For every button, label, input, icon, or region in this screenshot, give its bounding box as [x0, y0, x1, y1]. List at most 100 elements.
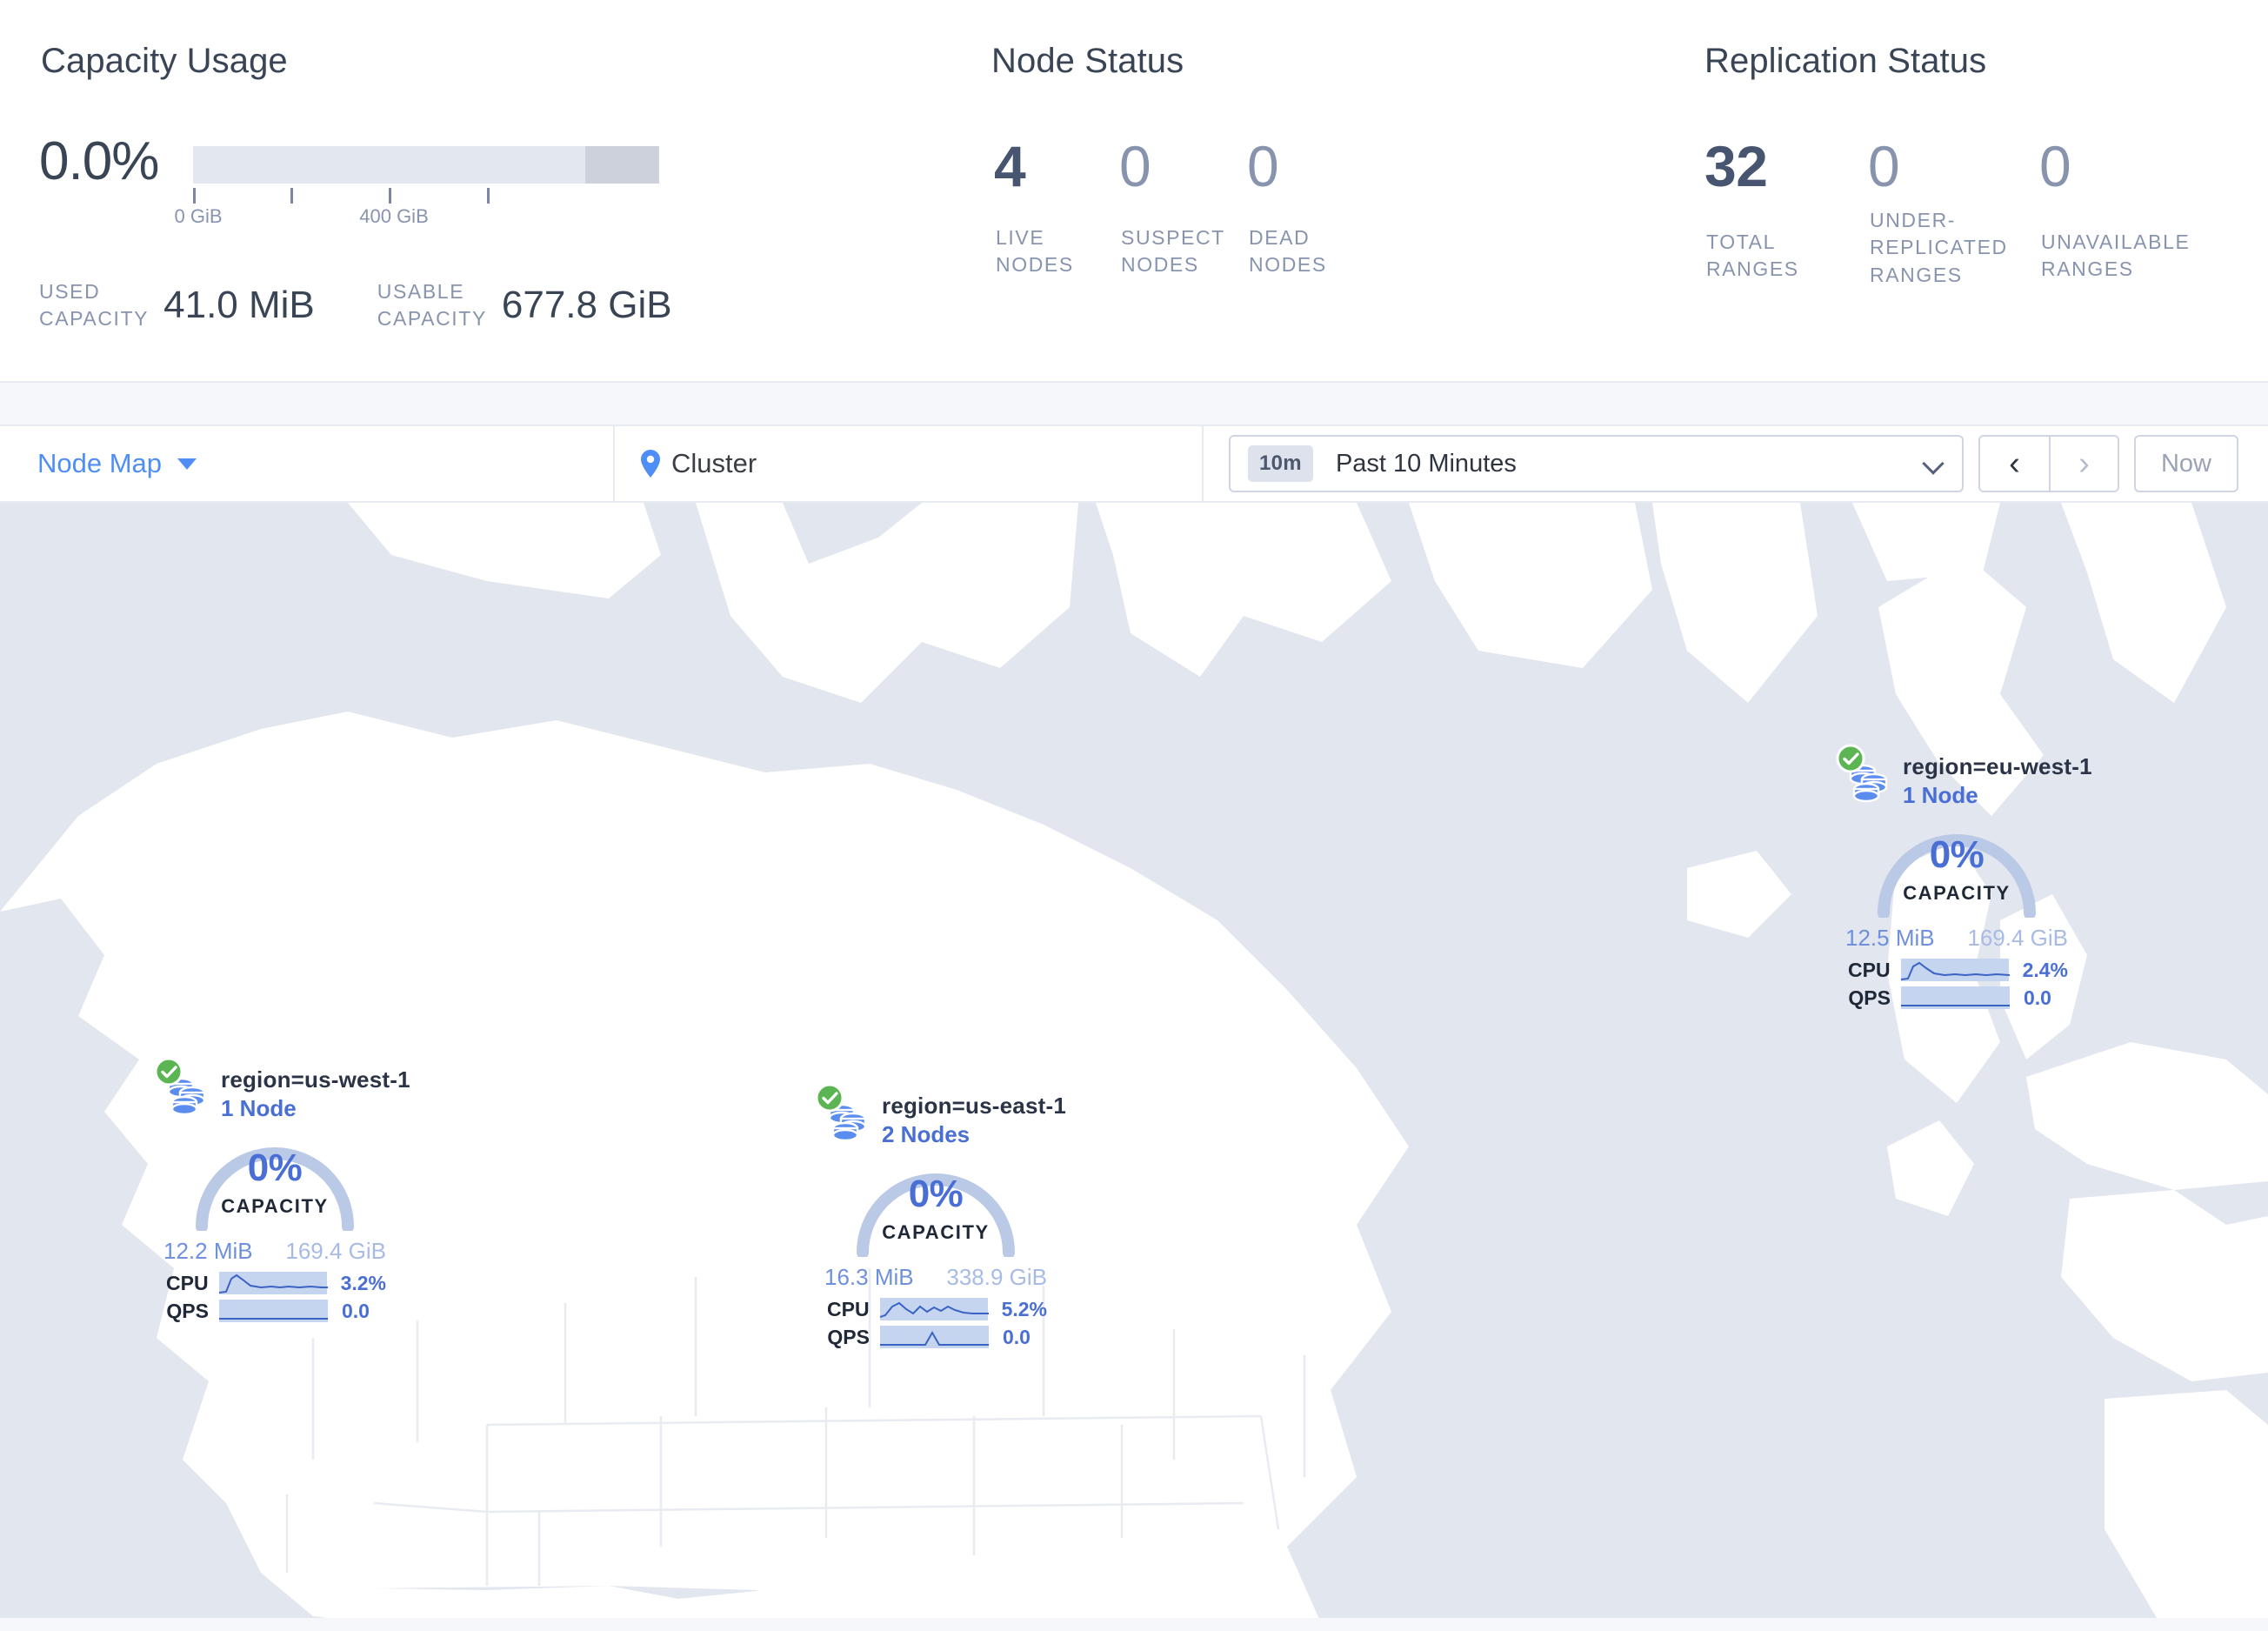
capacity-bar-overflow [585, 146, 659, 184]
time-prev-button[interactable]: ‹ [1980, 437, 2049, 491]
qps-sparkline [880, 1326, 989, 1348]
usage-row: 12.5 MiB 169.4 GiB [1845, 925, 2068, 956]
suspect-nodes-metric: 0 SUSPECT NODES [1119, 137, 1247, 276]
live-nodes-value: 4 [994, 134, 1026, 198]
usage-used-value: 12.2 MiB [163, 1238, 253, 1264]
cpu-label: CPU [1848, 958, 1891, 981]
page-footer-strip [0, 1618, 2268, 1631]
qps-sparkline-row: QPS 0.0 [824, 1323, 1047, 1351]
usable-capacity-stat: USABLE CAPACITY 677.8 GiB [377, 278, 672, 333]
qps-value: 0.0 [342, 1299, 370, 1322]
gauge-capacity-label: CAPACITY [221, 1195, 329, 1217]
world-map-graphic [0, 503, 2268, 1618]
gauge-percent: 0% [908, 1173, 964, 1215]
unavailable-ranges-value: 0 [2039, 134, 2071, 198]
capacity-usage-card: Capacity Usage 0.0% 0 GiB 400 GiB USED C… [0, 0, 957, 381]
qps-value: 0.0 [2024, 986, 2051, 1009]
locality-name: region=us-east-1 [882, 1093, 1066, 1119]
time-range-badge: 10m [1248, 445, 1313, 482]
status-ok-check-icon [154, 1057, 183, 1086]
under-replicated-ranges-label: UNDER- REPLICATED RANGES [1870, 209, 2008, 286]
node-status-title: Node Status [991, 42, 1184, 80]
qps-sparkline-row: QPS 0.0 [1845, 984, 2068, 1012]
gauge-capacity-label: CAPACITY [1903, 882, 2011, 904]
qps-label: QPS [166, 1299, 209, 1322]
time-range-label: Past 10 Minutes [1335, 449, 1517, 478]
usage-total-value: 338.9 GiB [946, 1264, 1047, 1290]
toolbar-divider [1202, 426, 1204, 501]
capacity-gauge: 0% CAPACITY [849, 1148, 1023, 1257]
usage-used-value: 16.3 MiB [824, 1264, 914, 1290]
suspect-nodes-label: SUSPECT NODES [1121, 226, 1225, 277]
usable-capacity-label: USABLE CAPACITY [377, 280, 487, 331]
under-replicated-ranges-value: 0 [1868, 134, 1900, 198]
usable-capacity-value: 677.8 GiB [501, 284, 672, 327]
location-pin-icon [641, 450, 660, 478]
locality-marker[interactable]: region=us-west-1 1 Node 0% CAPACITY 12.2… [154, 1057, 410, 1325]
time-next-button[interactable]: › [2049, 437, 2118, 491]
capacity-percent-value: 0.0% [39, 131, 159, 191]
capacity-bar-track [193, 146, 659, 184]
locality-header: region=eu-west-1 1 Node [1836, 744, 2092, 809]
breadcrumb[interactable]: Cluster [639, 448, 757, 479]
usage-row: 16.3 MiB 338.9 GiB [824, 1264, 1047, 1295]
qps-sparkline [1901, 986, 2010, 1009]
time-range-select[interactable]: 10m Past 10 Minutes [1229, 435, 1964, 492]
gauge-capacity-label: CAPACITY [882, 1221, 990, 1243]
locality-header: region=us-west-1 1 Node [154, 1057, 410, 1122]
qps-label: QPS [1848, 986, 1891, 1009]
status-ok-check-icon [815, 1083, 844, 1113]
live-nodes-label: LIVE NODES [996, 226, 1074, 277]
capacity-gauge: 0% CAPACITY [188, 1122, 362, 1231]
used-capacity-label: USED CAPACITY [39, 280, 150, 331]
usage-total-value: 169.4 GiB [285, 1238, 386, 1264]
capacity-axis-label: 0 GiB [174, 205, 223, 227]
gauge-arc [857, 1173, 1015, 1257]
total-ranges-metric: 32 TOTAL RANGES [1704, 134, 1868, 280]
capacity-axis-label: 400 GiB [359, 205, 429, 227]
view-selector[interactable]: Node Map [37, 448, 197, 479]
total-ranges-label: TOTAL RANGES [1706, 231, 1799, 281]
cpu-value: 3.2% [340, 1271, 386, 1294]
locality-name: region=eu-west-1 [1903, 753, 2092, 779]
total-ranges-value: 32 [1704, 134, 1768, 198]
qps-value: 0.0 [1003, 1325, 1031, 1348]
gauge-arc [1878, 834, 2036, 918]
usage-used-value: 12.5 MiB [1845, 925, 1935, 951]
database-nodes-icon [167, 1077, 206, 1116]
unavailable-ranges-label: UNAVAILABLE RANGES [2041, 231, 2191, 281]
replication-status-card: Replication Status 32 TOTAL RANGES 0 UND… [1670, 0, 2268, 381]
replication-status-metrics: 32 TOTAL RANGES 0 UNDER- REPLICATED RANG… [1704, 134, 2203, 286]
toolbar-divider [613, 426, 615, 501]
under-replicated-ranges-metric: 0 UNDER- REPLICATED RANGES [1868, 134, 2039, 286]
locality-node-count[interactable]: 1 Node [1903, 782, 1978, 808]
locality-name: region=us-west-1 [221, 1066, 410, 1093]
qps-sparkline [219, 1300, 328, 1322]
capacity-stats: USED CAPACITY 41.0 MiB USABLE CAPACITY 6… [39, 278, 672, 333]
live-nodes-metric: 4 LIVE NODES [994, 134, 1119, 276]
node-map[interactable]: region=us-west-1 1 Node 0% CAPACITY 12.2… [0, 503, 2268, 1618]
capacity-bar-wrapper: 0 GiB 400 GiB [174, 146, 659, 235]
usage-row: 12.2 MiB 169.4 GiB [163, 1238, 386, 1269]
capacity-axis-tick [193, 188, 196, 204]
breadcrumb-label: Cluster [671, 448, 757, 478]
locality-marker[interactable]: region=us-east-1 2 Nodes 0% CAPACITY 16.… [815, 1083, 1066, 1351]
capacity-axis-tick [389, 188, 391, 204]
now-button[interactable]: Now [2134, 435, 2238, 492]
cpu-label: CPU [166, 1271, 209, 1294]
replication-status-title: Replication Status [1704, 42, 1987, 80]
usage-total-value: 169.4 GiB [1967, 925, 2068, 951]
used-capacity-value: 41.0 MiB [163, 284, 315, 327]
locality-node-count[interactable]: 1 Node [221, 1095, 297, 1121]
unavailable-ranges-metric: 0 UNAVAILABLE RANGES [2039, 134, 2203, 280]
cpu-value: 5.2% [1001, 1297, 1047, 1320]
cpu-sparkline-row: CPU 3.2% [163, 1269, 386, 1297]
capacity-gauge: 0% CAPACITY [1870, 809, 2044, 918]
locality-node-count[interactable]: 2 Nodes [882, 1121, 971, 1147]
locality-header: region=us-east-1 2 Nodes [815, 1083, 1066, 1148]
locality-marker[interactable]: region=eu-west-1 1 Node 0% CAPACITY 12.5… [1836, 744, 2092, 1012]
cpu-sparkline [1900, 959, 2010, 981]
status-ok-check-icon [1836, 744, 1865, 773]
capacity-axis: 0 GiB 400 GiB [174, 188, 659, 235]
